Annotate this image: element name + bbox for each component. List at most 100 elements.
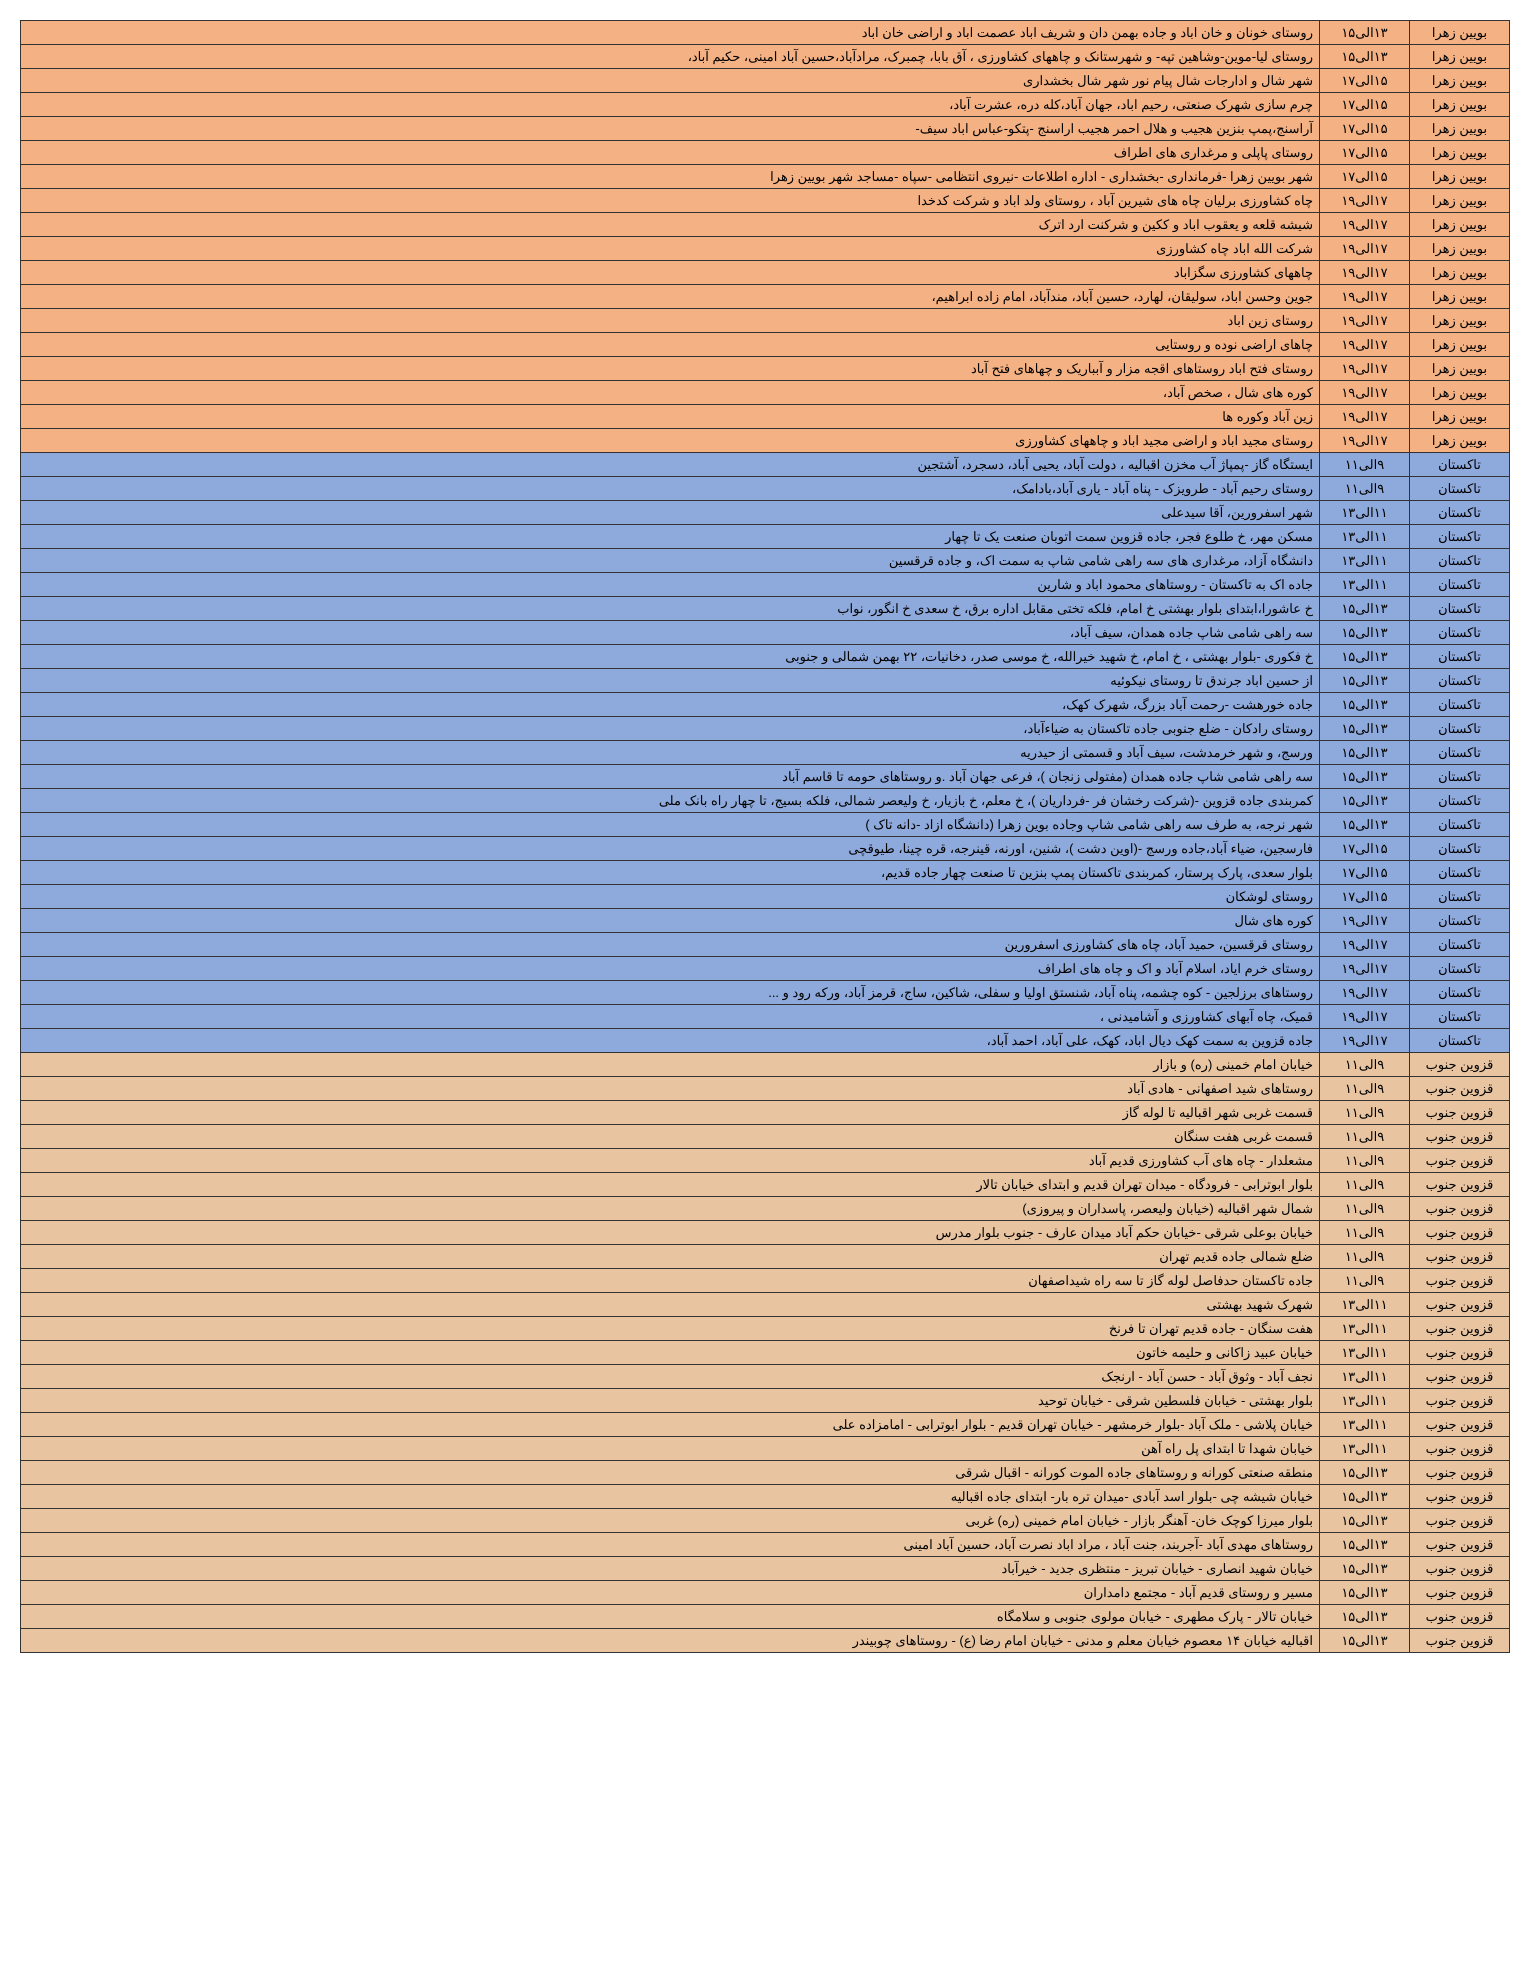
location-cell: روستاهای شید اصفهانی - هادی آباد (21, 1077, 1320, 1101)
table-row: قزوین جنوب۱۳الی۱۵منطقه صنعتی کورانه و رو… (21, 1461, 1510, 1485)
region-cell: قزوین جنوب (1410, 1437, 1510, 1461)
time-cell: ۱۱الی۱۳ (1320, 1317, 1410, 1341)
region-cell: بویین زهرا (1410, 237, 1510, 261)
time-cell: ۱۳الی۱۵ (1320, 1605, 1410, 1629)
location-cell: روستای خرم ایاد، اسلام آباد و اک و چاه ه… (21, 957, 1320, 981)
location-cell: روستای قرقسین، حمید آباد، چاه های کشاورز… (21, 933, 1320, 957)
table-row: تاکستان۱۱الی۱۳دانشگاه آزاد، مرغداری های … (21, 549, 1510, 573)
location-cell: کمربندی جاده قزوین -(شرکت رخشان فر -فردا… (21, 789, 1320, 813)
region-cell: قزوین جنوب (1410, 1293, 1510, 1317)
time-cell: ۱۱الی۱۳ (1320, 525, 1410, 549)
location-cell: روستاهای برزلجین - کوه چشمه، پناه آباد، … (21, 981, 1320, 1005)
location-cell: مسیر و روستای قدیم آباد - مجتمع دامداران (21, 1581, 1320, 1605)
time-cell: ۱۳الی۱۵ (1320, 621, 1410, 645)
time-cell: ۱۱الی۱۳ (1320, 549, 1410, 573)
region-cell: تاکستان (1410, 741, 1510, 765)
table-row: بویین زهرا۱۷الی۱۹زین آباد وکوره ها (21, 405, 1510, 429)
region-cell: تاکستان (1410, 1029, 1510, 1053)
location-cell: فارسجین، ضیاء آباد،جاده ورسج -(اوین دشت … (21, 837, 1320, 861)
region-cell: تاکستان (1410, 789, 1510, 813)
location-cell: روستای پاپلی و مرغداری های اطراف (21, 141, 1320, 165)
table-row: تاکستان۱۳الی۱۵سه راهی شامی شاپ جاده همدا… (21, 621, 1510, 645)
location-cell: خ عاشورا،ابتدای بلوار بهشتی خ امام، فلکه… (21, 597, 1320, 621)
region-cell: تاکستان (1410, 957, 1510, 981)
location-cell: خ فکوری -بلوار بهشتی ، خ امام، خ شهید خی… (21, 645, 1320, 669)
table-row: بویین زهرا۱۵الی۱۷شهر بویین زهرا -فرماندا… (21, 165, 1510, 189)
location-cell: روستای رادکان - ضلع جنوبی جاده تاکستان ب… (21, 717, 1320, 741)
table-row: تاکستان۱۳الی۱۵شهر نرجه، به طرف سه راهی ش… (21, 813, 1510, 837)
region-cell: قزوین جنوب (1410, 1413, 1510, 1437)
time-cell: ۱۳الی۱۵ (1320, 645, 1410, 669)
time-cell: ۱۳الی۱۵ (1320, 597, 1410, 621)
table-row: قزوین جنوب۹الی۱۱شمال شهر اقبالیه (خیابان… (21, 1197, 1510, 1221)
region-cell: تاکستان (1410, 1005, 1510, 1029)
table-row: قزوین جنوب۱۱الی۱۳خیابان پلاشی - ملک آباد… (21, 1413, 1510, 1437)
location-cell: ورسج، و شهر خرمدشت، سیف آباد و قسمتی از … (21, 741, 1320, 765)
table-row: قزوین جنوب۹الی۱۱قسمت غربی هفت سنگان (21, 1125, 1510, 1149)
table-row: تاکستان۱۵الی۱۷فارسجین، ضیاء آباد،جاده ور… (21, 837, 1510, 861)
time-cell: ۱۳الی۱۵ (1320, 813, 1410, 837)
time-cell: ۹الی۱۱ (1320, 1125, 1410, 1149)
region-cell: بویین زهرا (1410, 45, 1510, 69)
table-row: بویین زهرا۱۵الی۱۷روستای پاپلی و مرغداری … (21, 141, 1510, 165)
location-cell: چاهای اراضی نوده و روستایی (21, 333, 1320, 357)
time-cell: ۹الی۱۱ (1320, 1245, 1410, 1269)
location-cell: شهر بویین زهرا -فرمانداری -بخشداری - ادا… (21, 165, 1320, 189)
time-cell: ۱۳الی۱۵ (1320, 693, 1410, 717)
time-cell: ۱۱الی۱۳ (1320, 1341, 1410, 1365)
time-cell: ۱۱الی۱۳ (1320, 1389, 1410, 1413)
location-cell: شهرک شهید بهشتی (21, 1293, 1320, 1317)
region-cell: قزوین جنوب (1410, 1125, 1510, 1149)
time-cell: ۱۷الی۱۹ (1320, 333, 1410, 357)
region-cell: قزوین جنوب (1410, 1557, 1510, 1581)
location-cell: بلوار ابوترابی - فرودگاه - میدان تهران ق… (21, 1173, 1320, 1197)
time-cell: ۱۳الی۱۵ (1320, 21, 1410, 45)
time-cell: ۱۱الی۱۳ (1320, 1437, 1410, 1461)
location-cell: روستای رحیم آباد - طرویزک - پناه آباد - … (21, 477, 1320, 501)
region-cell: بویین زهرا (1410, 189, 1510, 213)
table-row: تاکستان۱۷الی۱۹کوره های شال (21, 909, 1510, 933)
location-cell: چاههای کشاورزی سگزاباد (21, 261, 1320, 285)
table-row: تاکستان۱۷الی۱۹روستاهای برزلجین - کوه چشم… (21, 981, 1510, 1005)
location-cell: قسمت غربی هفت سنگان (21, 1125, 1320, 1149)
table-row: بویین زهرا۱۵الی۱۷آراسنج،پمپ بنزین هجیب و… (21, 117, 1510, 141)
location-cell: کوره های شال ، صخص آباد، (21, 381, 1320, 405)
location-cell: منطقه صنعتی کورانه و روستاهای جاده الموت… (21, 1461, 1320, 1485)
table-row: قزوین جنوب۹الی۱۱مشعلدار - چاه های آب کشا… (21, 1149, 1510, 1173)
table-row: تاکستان۱۳الی۱۵ورسج، و شهر خرمدشت، سیف آب… (21, 741, 1510, 765)
time-cell: ۱۳الی۱۵ (1320, 1533, 1410, 1557)
region-cell: بویین زهرا (1410, 357, 1510, 381)
region-cell: تاکستان (1410, 573, 1510, 597)
time-cell: ۱۳الی۱۵ (1320, 1485, 1410, 1509)
table-row: تاکستان۱۷الی۱۹روستای قرقسین، حمید آباد، … (21, 933, 1510, 957)
region-cell: بویین زهرا (1410, 309, 1510, 333)
time-cell: ۱۷الی۱۹ (1320, 981, 1410, 1005)
region-cell: تاکستان (1410, 597, 1510, 621)
location-cell: زین آباد وکوره ها (21, 405, 1320, 429)
table-row: بویین زهرا۱۷الی۱۹شیشه قلعه و یعقوب اباد … (21, 213, 1510, 237)
location-cell: خیابان شهدا تا ابتدای پل راه آهن (21, 1437, 1320, 1461)
table-row: قزوین جنوب۱۳الی۱۵مسیر و روستای قدیم آباد… (21, 1581, 1510, 1605)
location-cell: خیابان پلاشی - ملک آباد -بلوار خرمشهر - … (21, 1413, 1320, 1437)
time-cell: ۱۳الی۱۵ (1320, 1509, 1410, 1533)
region-cell: قزوین جنوب (1410, 1509, 1510, 1533)
table-row: قزوین جنوب۹الی۱۱قسمت غربی شهر اقبالیه تا… (21, 1101, 1510, 1125)
region-cell: قزوین جنوب (1410, 1077, 1510, 1101)
region-cell: قزوین جنوب (1410, 1581, 1510, 1605)
location-cell: هفت سنگان - جاده قدیم تهران تا فرنخ (21, 1317, 1320, 1341)
location-cell: بلوار میرزا کوچک خان- آهنگر بازار - خیاب… (21, 1509, 1320, 1533)
time-cell: ۱۱الی۱۳ (1320, 1293, 1410, 1317)
region-cell: تاکستان (1410, 549, 1510, 573)
table-row: بویین زهرا۱۷الی۱۹جوین وحسن اباد، سولیقان… (21, 285, 1510, 309)
region-cell: قزوین جنوب (1410, 1461, 1510, 1485)
time-cell: ۱۷الی۱۹ (1320, 429, 1410, 453)
location-cell: نجف آباد - وثوق آباد - حسن آباد - ارنجک (21, 1365, 1320, 1389)
region-cell: تاکستان (1410, 861, 1510, 885)
location-cell: روستای لوشکان (21, 885, 1320, 909)
region-cell: بویین زهرا (1410, 117, 1510, 141)
time-cell: ۹الی۱۱ (1320, 1077, 1410, 1101)
time-cell: ۱۵الی۱۷ (1320, 837, 1410, 861)
table-row: قزوین جنوب۱۳الی۱۵خیابان شهید انصاری - خی… (21, 1557, 1510, 1581)
region-cell: تاکستان (1410, 765, 1510, 789)
time-cell: ۱۳الی۱۵ (1320, 669, 1410, 693)
